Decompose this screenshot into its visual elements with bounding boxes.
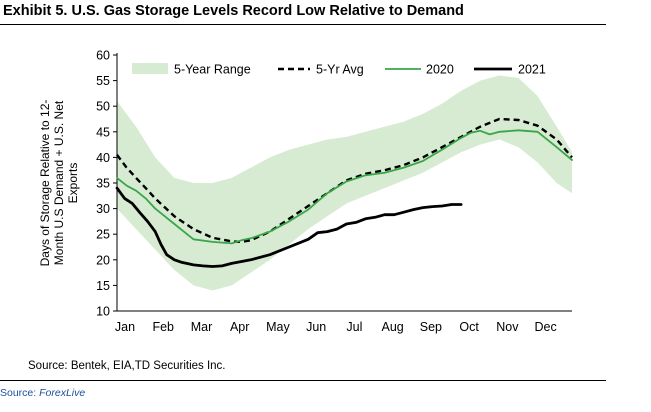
x-tick-label: Jun <box>306 320 326 334</box>
y-tick-labels: 10 15 20 25 30 35 40 45 50 55 60 <box>96 49 110 319</box>
credit-line: Source: ForexLive <box>0 387 85 399</box>
axes <box>113 53 572 312</box>
y-axis-label-line: Exports <box>66 163 80 204</box>
legend-5-year-range-swatch <box>132 63 168 74</box>
y-tick-label: 35 <box>96 177 110 191</box>
source-note: Source: Bentek, EIA,TD Securities Inc. <box>28 360 226 372</box>
y-axis-label-line: Month U.S Demand + U.S. Net <box>52 100 66 265</box>
x-tick-label: Mar <box>191 320 213 334</box>
series-2021-line <box>115 186 463 268</box>
series-5-yr-avg-line <box>116 117 573 244</box>
x-tick-label: Oct <box>459 320 479 334</box>
legend-2021-label: 2021 <box>518 63 546 77</box>
y-tick-label: 25 <box>96 228 110 242</box>
y-axis-label: Days of Storage Relative to 12- Month U.S… <box>38 100 80 267</box>
x-tick-label: Aug <box>382 320 404 334</box>
y-tick-label: 10 <box>96 305 110 319</box>
credit-brand: ForexLive <box>39 387 86 399</box>
y-tick-label: 55 <box>96 74 110 88</box>
x-tick-label: Jan <box>115 320 135 334</box>
y-tick-label: 60 <box>96 49 110 63</box>
x-tick-label: Feb <box>152 320 174 334</box>
credit-prefix: Source: <box>0 387 40 399</box>
legend: 5-Year Range 5-Yr Avg 2020 2021 <box>132 63 546 77</box>
y-tick-label: 20 <box>96 253 110 267</box>
legend-5-yr-avg-label: 5-Yr Avg <box>316 63 364 77</box>
x-tick-label: Dec <box>534 320 556 334</box>
y-tick-label: 45 <box>96 125 110 139</box>
bottom-divider <box>0 380 606 381</box>
y-tick-label: 15 <box>96 279 110 293</box>
x-tick-labels: Jan Feb Mar Apr May Jun Jul Aug Sep Oct Nov Dec <box>115 320 557 334</box>
y-tick-label: 40 <box>96 151 110 165</box>
series-2020-line <box>116 129 573 245</box>
x-tick-label: Nov <box>496 320 519 334</box>
exhibit-title: Exhibit 5. U.S. Gas Storage Levels Recor… <box>3 3 464 19</box>
series-lines <box>115 117 573 268</box>
x-tick-label: Sep <box>420 320 442 334</box>
x-tick-label: Apr <box>230 320 249 334</box>
y-tick-label: 50 <box>96 100 110 114</box>
legend-2020-label: 2020 <box>426 63 454 77</box>
legend-5-year-range-label: 5-Year Range <box>174 63 251 77</box>
y-tick-label: 30 <box>96 202 110 216</box>
y-axis-label-line: Days of Storage Relative to 12- <box>38 100 52 267</box>
x-tick-label: May <box>266 320 290 334</box>
x-tick-label: Jul <box>346 320 362 334</box>
title-divider <box>0 24 606 25</box>
